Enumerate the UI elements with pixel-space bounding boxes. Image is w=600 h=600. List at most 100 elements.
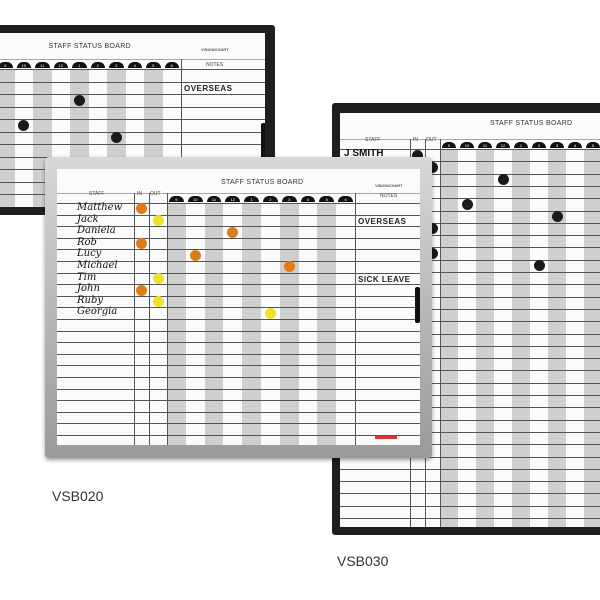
time-tab: 6 [164, 62, 179, 68]
column-line [149, 193, 150, 445]
column-line [181, 59, 182, 207]
row-line [57, 272, 420, 274]
time-tab: 9 [169, 196, 184, 202]
row-line [340, 407, 600, 409]
status-magnet [152, 296, 164, 308]
time-tab: 5 [319, 196, 335, 202]
time-tab: 10 [187, 196, 203, 202]
status-magnet [427, 223, 438, 235]
status-magnet [264, 307, 276, 319]
time-tab: 10 [460, 142, 474, 148]
header-line [0, 59, 265, 60]
row-line [0, 144, 265, 145]
time-tab: 4 [127, 62, 142, 68]
row-line [340, 235, 600, 237]
row-line [340, 161, 600, 163]
status-magnet [136, 284, 147, 296]
row-line [0, 94, 265, 95]
time-tab: 4 [568, 142, 582, 148]
row-line [57, 203, 420, 204]
row-line [340, 247, 600, 249]
row-line [340, 444, 600, 446]
staff-name: Matthew [77, 202, 123, 213]
row-line [57, 365, 420, 367]
row-line [340, 431, 600, 433]
time-tab: 12 [225, 196, 241, 202]
shaded-column [512, 149, 530, 527]
time-tab: 11 [35, 62, 50, 68]
eraser [375, 436, 397, 439]
time-tab: 2 [90, 62, 105, 68]
header-line [340, 139, 600, 140]
time-tab: 12 [53, 62, 68, 68]
time-tab: 2 [263, 196, 278, 202]
status-magnet [18, 119, 30, 131]
time-tab: 6 [338, 196, 353, 202]
status-magnet [136, 203, 147, 215]
status-magnet [152, 272, 164, 284]
row-line [0, 131, 265, 133]
time-tab: 3 [109, 62, 124, 68]
note-text: OVERSEAS [184, 83, 233, 93]
row-line [57, 435, 420, 436]
time-tab: 9 [442, 142, 456, 148]
header-staff: STAFF [89, 191, 105, 197]
note-text: SICK LEAVE [358, 274, 411, 284]
row-line [340, 308, 600, 310]
marker-pen [261, 123, 265, 163]
marker-pen [415, 287, 420, 323]
board-title: STAFF STATUS BOARD [221, 179, 304, 186]
time-tab: 5 [586, 142, 600, 148]
row-line [340, 456, 600, 458]
status-magnet [283, 261, 295, 273]
row-line [57, 226, 420, 228]
row-line [57, 284, 420, 286]
status-magnet [73, 94, 85, 106]
header-notes: NOTES [380, 193, 398, 199]
row-line [340, 222, 600, 224]
row-line [57, 307, 420, 309]
row-line [57, 411, 420, 413]
row-line [0, 106, 265, 108]
row-line [57, 214, 420, 216]
row-line [340, 333, 600, 335]
row-line [57, 353, 420, 355]
row-line [57, 261, 420, 262]
staff-name: Michael [77, 260, 118, 271]
time-tab: 3 [550, 142, 564, 148]
status-magnet [533, 260, 545, 272]
header-out: OUT [426, 137, 437, 143]
header-out: OUT [150, 191, 161, 197]
time-tab: 1 [514, 142, 528, 148]
row-line [340, 259, 600, 261]
status-magnet [497, 174, 509, 186]
brand-logo: VISIONCHART [375, 183, 403, 188]
row-line [340, 518, 600, 519]
row-line [340, 210, 600, 212]
staff-name: Lucy [77, 248, 102, 260]
column-line [440, 139, 441, 527]
row-line [57, 319, 420, 320]
row-line [340, 395, 600, 396]
time-tab: 1 [244, 196, 259, 202]
time-tab: 11 [478, 142, 492, 148]
shaded-column [279, 203, 299, 445]
row-line [0, 81, 265, 83]
status-magnet [427, 248, 438, 260]
row-line [340, 272, 600, 273]
status-magnet [189, 249, 201, 261]
row-line [340, 321, 600, 323]
status-magnet [412, 149, 423, 161]
row-line [0, 69, 265, 70]
header-notes: NOTES [206, 62, 224, 68]
status-magnet [152, 214, 164, 226]
header-staff: STAFF [365, 137, 381, 143]
shaded-column [548, 149, 566, 527]
row-line [57, 388, 420, 390]
staff-name: Georgia [77, 306, 118, 318]
row-line [340, 149, 600, 150]
vsb020-label: VSB020 [52, 488, 104, 504]
row-line [57, 423, 420, 425]
time-tab: 1 [72, 62, 87, 68]
vsb030-label: VSB030 [337, 553, 389, 569]
